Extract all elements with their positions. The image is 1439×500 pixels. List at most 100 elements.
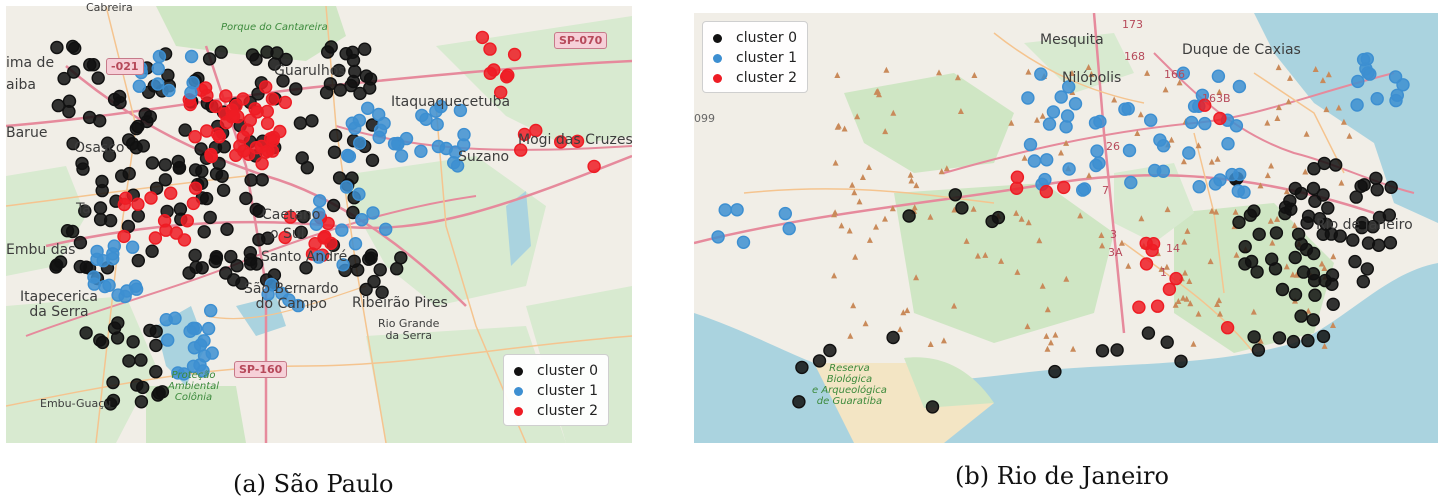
cluster-2-marker bbox=[483, 42, 497, 56]
cluster-0-marker bbox=[1301, 333, 1315, 348]
cluster-0-marker bbox=[224, 249, 238, 264]
cluster-0-marker bbox=[1275, 282, 1290, 297]
cluster-1-marker bbox=[1062, 162, 1076, 176]
peak-icon bbox=[1063, 275, 1070, 282]
cluster-2-marker bbox=[188, 181, 203, 195]
cluster-0-marker bbox=[239, 191, 253, 206]
cluster-0-marker bbox=[140, 114, 154, 129]
cluster-0-marker bbox=[390, 262, 404, 276]
peak-icon bbox=[1024, 323, 1031, 330]
cluster-0-marker bbox=[178, 123, 192, 137]
cluster-1-marker bbox=[152, 49, 167, 64]
peak-icon bbox=[835, 122, 842, 129]
cluster-0-marker bbox=[243, 257, 258, 271]
place-osasco: Osasco bbox=[74, 140, 125, 156]
peak-icon bbox=[1274, 115, 1281, 121]
cluster-2-marker bbox=[1039, 184, 1053, 199]
cluster-1-marker bbox=[313, 194, 327, 208]
cluster-1-marker bbox=[730, 203, 744, 217]
cluster-1-marker bbox=[353, 136, 367, 150]
cluster-1-marker bbox=[1182, 146, 1196, 160]
cluster-2-marker bbox=[501, 68, 515, 82]
cluster-1-marker bbox=[711, 230, 725, 244]
peak-icon bbox=[982, 251, 989, 258]
cluster-1-marker bbox=[1363, 67, 1377, 81]
caption-rio-de-janeiro: (b) Rio de Janeiro bbox=[955, 462, 1169, 490]
cluster-0-marker bbox=[1252, 227, 1266, 242]
peak-icon bbox=[1283, 263, 1290, 270]
peak-icon bbox=[1175, 298, 1182, 304]
cluster-1-marker bbox=[120, 284, 134, 298]
cluster-1-marker bbox=[457, 127, 471, 142]
cluster-1-marker bbox=[1350, 98, 1364, 112]
cluster-0-marker bbox=[394, 251, 408, 265]
cluster-1-marker bbox=[1370, 91, 1384, 106]
cluster-1-marker bbox=[348, 236, 363, 251]
peak-icon bbox=[1293, 271, 1300, 278]
cluster-0-marker bbox=[886, 330, 900, 345]
cluster-0-marker bbox=[1288, 250, 1302, 265]
peak-icon bbox=[1338, 179, 1345, 186]
cluster-0-marker bbox=[293, 116, 308, 130]
cluster-0-marker bbox=[1366, 219, 1380, 234]
cluster-0-marker bbox=[1288, 287, 1303, 302]
cluster-0-marker bbox=[67, 41, 82, 55]
legend-marker-cluster-2 bbox=[514, 406, 523, 416]
legend-item-cluster-1: cluster 1 bbox=[713, 48, 797, 68]
cluster-2-marker bbox=[494, 85, 508, 100]
peak-icon bbox=[1330, 322, 1336, 328]
cluster-1-marker bbox=[1198, 116, 1212, 131]
route-14: 14 bbox=[1166, 242, 1180, 255]
peak-icon bbox=[889, 205, 896, 212]
cluster-1-marker bbox=[1068, 96, 1083, 111]
cluster-1-marker bbox=[1027, 154, 1042, 168]
cluster-0-marker bbox=[1307, 161, 1321, 176]
cluster-0-marker bbox=[1357, 178, 1371, 192]
peak-icon bbox=[1180, 158, 1187, 165]
peak-icon bbox=[1138, 215, 1145, 222]
cluster-0-marker bbox=[367, 274, 381, 289]
cluster-1-marker bbox=[309, 217, 323, 232]
cluster-0-marker bbox=[948, 188, 962, 202]
cluster-0-marker bbox=[1294, 309, 1308, 323]
cluster-0-marker bbox=[158, 158, 173, 172]
cluster-0-marker bbox=[93, 201, 108, 215]
cluster-2-marker bbox=[186, 196, 201, 211]
cluster-2-marker bbox=[1198, 98, 1212, 112]
cluster-1-marker bbox=[184, 49, 199, 64]
cluster-0-marker bbox=[161, 68, 175, 83]
cluster-2-marker bbox=[514, 143, 528, 157]
cluster-0-marker bbox=[902, 209, 916, 223]
peak-icon bbox=[851, 189, 858, 196]
cluster-2-marker bbox=[117, 197, 132, 212]
cluster-0-marker bbox=[1269, 226, 1284, 240]
reserva-guaratiba-label: Reserva Biológica e Arqueológica de Guar… bbox=[812, 363, 887, 407]
peak-icon bbox=[971, 72, 978, 78]
peak-icon bbox=[1043, 332, 1050, 339]
cluster-2-marker bbox=[507, 47, 522, 62]
cluster-1-marker bbox=[203, 303, 218, 318]
shield-sp-021: -021 bbox=[106, 58, 144, 75]
route-099: 099 bbox=[694, 112, 715, 125]
peak-icon bbox=[998, 257, 1005, 264]
cluster-1-marker bbox=[1232, 79, 1247, 94]
route-7: 7 bbox=[1102, 184, 1109, 197]
peak-icon bbox=[1291, 222, 1298, 229]
peak-icon bbox=[866, 164, 872, 170]
peak-icon bbox=[1182, 269, 1188, 276]
cluster-0-marker bbox=[1316, 329, 1331, 344]
cluster-2-marker bbox=[1132, 300, 1146, 314]
cluster-0-marker bbox=[1348, 254, 1362, 269]
cluster-1-marker bbox=[373, 123, 388, 138]
cluster-0-marker bbox=[1110, 343, 1124, 357]
cluster-1-marker bbox=[197, 334, 211, 348]
legend-item-cluster-0: cluster 0 bbox=[514, 361, 598, 381]
legend-item-cluster-1: cluster 1 bbox=[514, 381, 598, 401]
place-mesquita: Mesquita bbox=[1040, 32, 1104, 48]
cluster-0-marker bbox=[1291, 227, 1306, 242]
cluster-1-marker bbox=[1156, 138, 1171, 153]
cluster-0-marker bbox=[131, 253, 146, 268]
peak-icon bbox=[1217, 310, 1223, 317]
cluster-0-marker bbox=[136, 139, 151, 153]
cluster-1-marker bbox=[1231, 184, 1245, 198]
